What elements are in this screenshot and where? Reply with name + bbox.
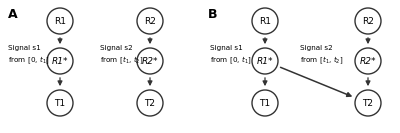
- Circle shape: [137, 48, 163, 74]
- Text: R1: R1: [54, 16, 66, 26]
- Text: T2: T2: [362, 99, 374, 107]
- Circle shape: [137, 8, 163, 34]
- Text: R1: R1: [259, 16, 271, 26]
- Circle shape: [47, 8, 73, 34]
- Text: T1: T1: [54, 99, 66, 107]
- Circle shape: [355, 90, 381, 116]
- Text: T2: T2: [144, 99, 156, 107]
- Circle shape: [252, 90, 278, 116]
- Circle shape: [252, 8, 278, 34]
- Circle shape: [47, 48, 73, 74]
- Circle shape: [355, 48, 381, 74]
- Text: B: B: [208, 8, 218, 21]
- Text: T1: T1: [260, 99, 270, 107]
- Text: R2: R2: [144, 16, 156, 26]
- Text: Signal s1
from [0, $t_1$]: Signal s1 from [0, $t_1$]: [8, 45, 50, 66]
- Circle shape: [47, 90, 73, 116]
- Text: R2: R2: [362, 16, 374, 26]
- Text: R2*: R2*: [360, 57, 376, 65]
- Text: Signal s2
from [$t_1$, $t_2$]: Signal s2 from [$t_1$, $t_2$]: [100, 45, 144, 66]
- Text: R2*: R2*: [142, 57, 158, 65]
- Circle shape: [252, 48, 278, 74]
- Text: Signal s2
from [$t_1$, $t_2$]: Signal s2 from [$t_1$, $t_2$]: [300, 45, 344, 66]
- Text: A: A: [8, 8, 18, 21]
- Circle shape: [355, 8, 381, 34]
- Text: R1*: R1*: [52, 57, 68, 65]
- Text: R1*: R1*: [257, 57, 273, 65]
- Text: Signal s1
from [0, $t_1$]: Signal s1 from [0, $t_1$]: [210, 45, 252, 66]
- Circle shape: [137, 90, 163, 116]
